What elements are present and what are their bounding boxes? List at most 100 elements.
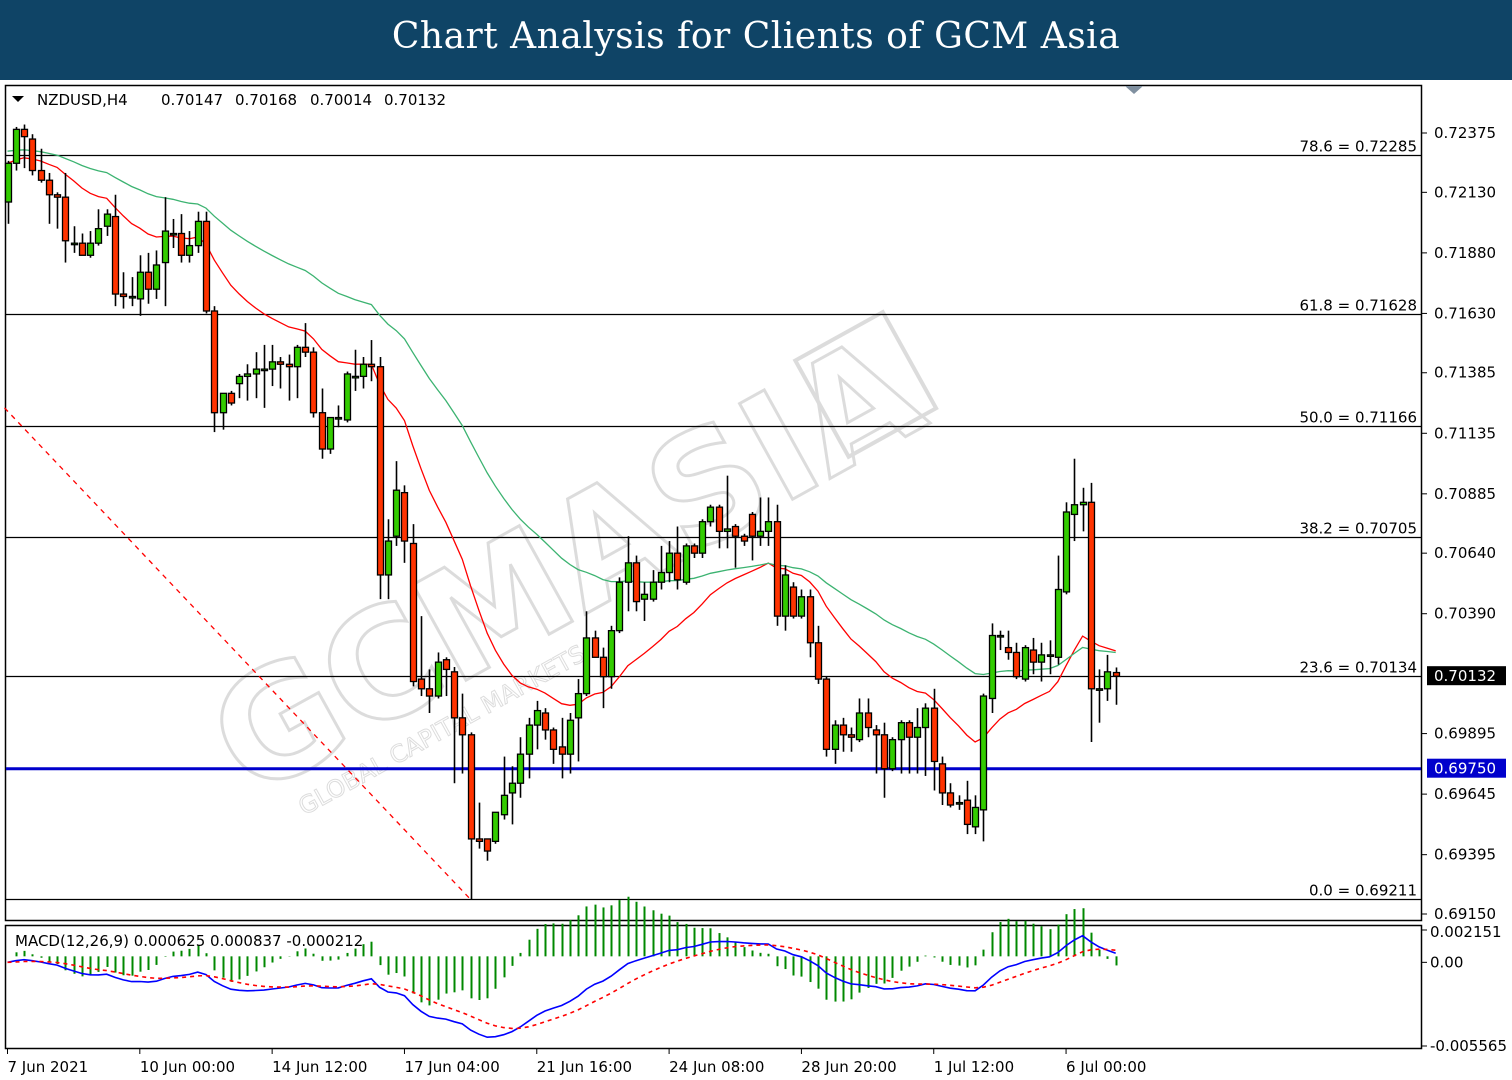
candle-61	[508, 766, 517, 825]
support-price-box	[1427, 758, 1506, 778]
candle-body	[632, 562, 641, 603]
price-tick-label: 0.69895	[1434, 725, 1496, 743]
candle-body	[921, 707, 930, 729]
candle-52	[434, 652, 443, 699]
candle-14	[119, 272, 128, 309]
candle-body	[491, 811, 500, 842]
ma-slow-line	[7, 149, 1116, 676]
candle-body	[508, 782, 517, 794]
candle-body	[649, 581, 658, 600]
candle-0	[4, 160, 13, 224]
shift-marker-icon[interactable]	[1125, 86, 1143, 94]
candle-11	[94, 209, 103, 246]
candle-body	[516, 753, 525, 784]
price-tick-label: 0.72130	[1434, 183, 1496, 201]
candle-body	[706, 506, 715, 523]
time-label: 7 Jun 2021	[8, 1058, 89, 1076]
candle-body	[285, 363, 294, 368]
page-title: Chart Analysis for Clients of GCM Asia	[391, 16, 1121, 57]
candle-100	[831, 720, 840, 764]
candle-body	[1054, 588, 1063, 658]
candle-123	[1021, 645, 1030, 682]
candle-32	[268, 344, 277, 387]
macd-label: MACD(12,26,9) 0.000625 0.000837 -0.00021…	[15, 932, 363, 950]
candle-body	[864, 712, 873, 729]
candle-body	[442, 659, 451, 671]
candle-body	[450, 671, 459, 719]
candle-body	[276, 361, 285, 365]
candle-56	[467, 732, 476, 900]
candle-129	[1070, 458, 1079, 542]
fib-label-0: 78.6 = 0.72285	[1299, 138, 1417, 156]
fib-label-4: 23.6 = 0.70134	[1299, 659, 1417, 677]
candle-body	[210, 310, 219, 414]
candle-body	[731, 525, 740, 537]
candle-50	[417, 616, 426, 697]
dropdown-triangle-icon[interactable]	[12, 96, 24, 102]
candle-92	[764, 497, 773, 546]
candle-body	[326, 416, 335, 450]
candle-41	[343, 371, 352, 423]
candle-body	[45, 179, 54, 196]
candle-128	[1062, 502, 1071, 595]
candle-33	[276, 357, 285, 389]
candle-24	[202, 211, 211, 314]
macd-tick-label: 0.002151	[1430, 923, 1502, 941]
candle-body	[359, 363, 368, 378]
candle-94	[781, 565, 790, 631]
candle-body	[525, 724, 534, 755]
candle-101	[839, 717, 848, 752]
candle-74	[615, 577, 624, 634]
price-tick-label: 0.71385	[1434, 364, 1496, 382]
candle-body	[243, 373, 252, 378]
candle-body	[1037, 654, 1046, 663]
candle-body	[301, 346, 310, 353]
fib-label-1: 61.8 = 0.71628	[1299, 297, 1417, 315]
candle-5	[45, 172, 54, 224]
candle-93	[773, 504, 782, 626]
candle-body	[971, 806, 980, 828]
candle-31	[260, 344, 269, 408]
candle-7	[61, 172, 70, 263]
candle-55	[458, 693, 467, 774]
candle-37	[309, 347, 318, 418]
candle-body	[839, 724, 848, 736]
candle-body	[740, 535, 749, 542]
candle-body	[161, 230, 170, 264]
trendline	[4, 407, 472, 900]
candle-body	[640, 593, 649, 600]
candle-133	[1103, 654, 1112, 701]
candle-body	[152, 264, 161, 290]
candle-26	[219, 392, 228, 430]
candle-body	[202, 220, 211, 312]
candle-45	[376, 357, 385, 600]
ohlc-open: 0.70147	[161, 91, 223, 109]
candle-99	[822, 676, 831, 757]
candle-80	[665, 541, 674, 583]
candle-21	[177, 214, 186, 263]
candle-117	[971, 795, 980, 835]
candle-30	[252, 352, 261, 399]
candle-47	[392, 461, 401, 546]
candle-62	[516, 737, 525, 798]
candle-body	[682, 545, 691, 583]
fib-label-5: 0.0 = 0.69211	[1309, 882, 1417, 900]
candle-75	[624, 536, 633, 612]
current-price-label: 0.70132	[1434, 667, 1496, 685]
price-tick-label: 0.69395	[1434, 846, 1496, 864]
watermark-logo: GCMASIA GLOBAL CAPITAL MARKETS	[182, 300, 950, 833]
candle-body	[86, 242, 95, 256]
candle-49	[409, 524, 418, 687]
candle-body	[458, 717, 467, 736]
candle-body	[384, 540, 393, 576]
candle-69	[574, 679, 583, 762]
time-label: 6 Jul 00:00	[1066, 1058, 1146, 1076]
candle-122	[1012, 642, 1021, 680]
candle-58	[483, 838, 492, 861]
candle-body	[748, 513, 757, 537]
candle-108	[897, 720, 906, 774]
candle-12	[103, 209, 112, 236]
candle-body	[260, 368, 269, 372]
candle-body	[930, 707, 939, 763]
candle-body	[591, 637, 600, 658]
